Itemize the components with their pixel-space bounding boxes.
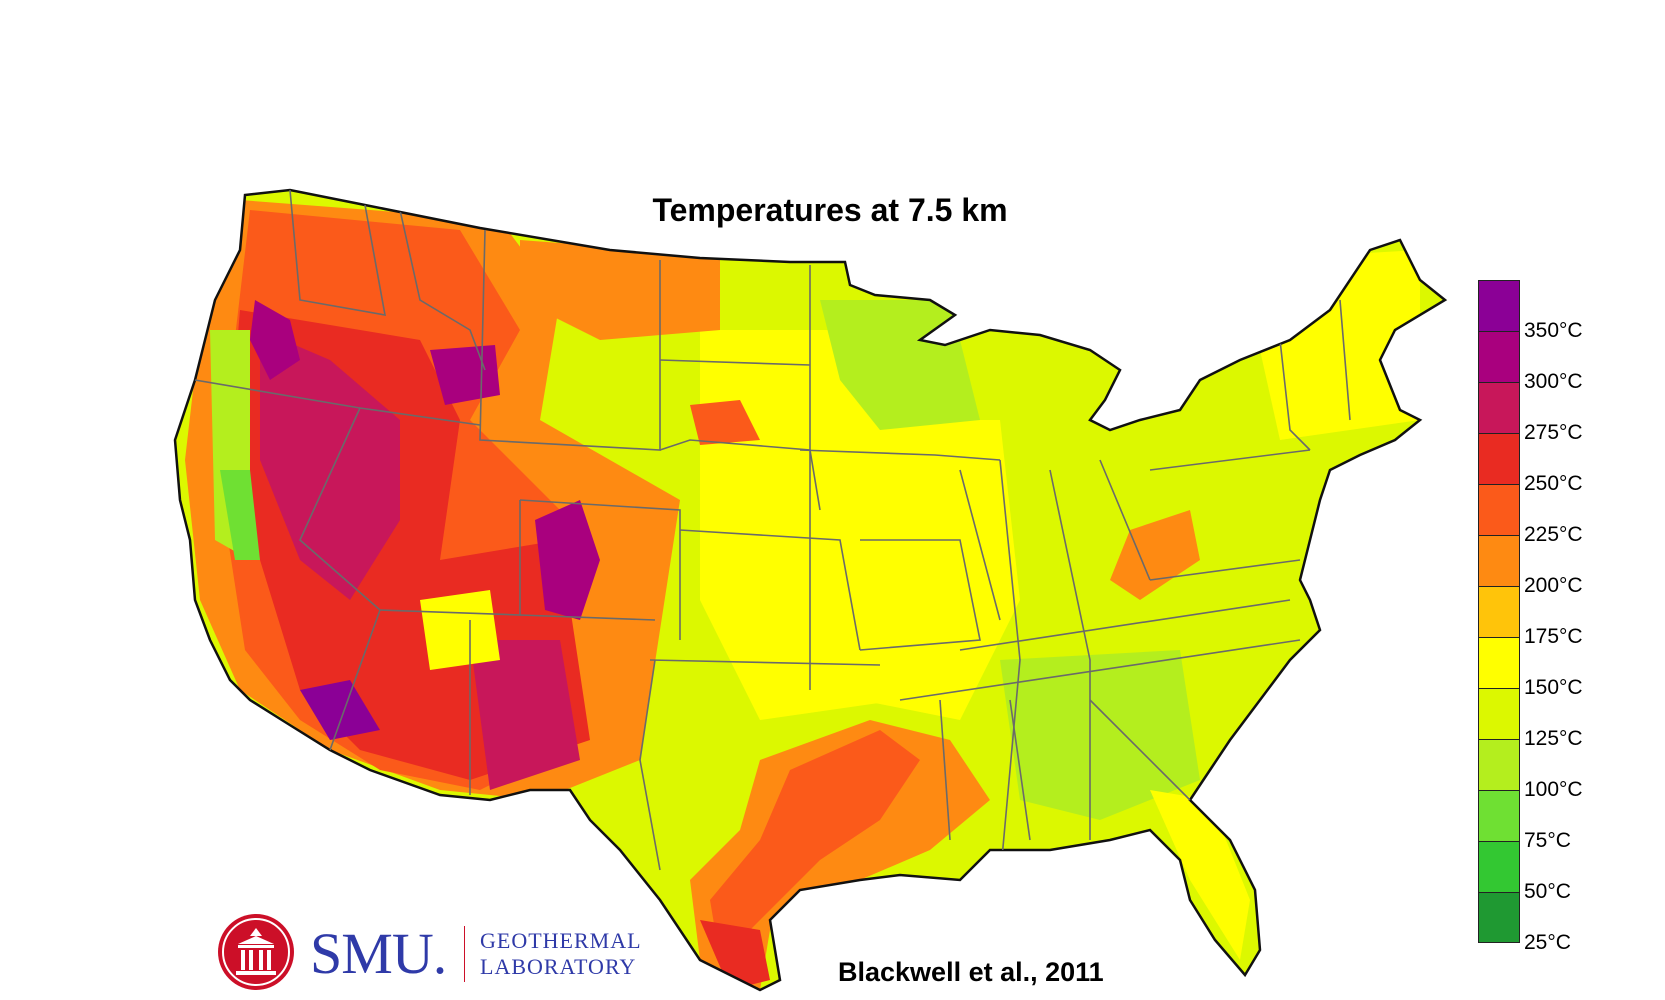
zone-socal-purple [300,680,380,740]
zone-sd-orange [690,400,760,445]
zone-northwest-purple [250,300,300,380]
legend-tick-label: 225°C [1524,523,1583,546]
legend-swatch [1478,280,1520,331]
legend-tick-label: 300°C [1524,370,1583,393]
map-title: Temperatures at 7.5 km [652,192,1008,228]
legend-swatch [1478,433,1520,484]
legend-tick-label: 100°C [1524,778,1583,801]
logo-department-line1: GEOTHERMAL [480,928,642,953]
zone-texas-tip-red [700,920,770,990]
legend-tick-label: 25°C [1524,931,1571,954]
legend-tick-label: 125°C [1524,727,1583,750]
legend-tick-label: 50°C [1524,880,1571,903]
legend-swatch [1478,790,1520,841]
logo-divider [464,926,465,982]
logo-department-line2: LABORATORY [480,954,637,979]
zone-central-valley-green [220,470,260,560]
legend-tick-label: 150°C [1524,676,1583,699]
legend-tick-label: 350°C [1524,319,1583,342]
legend-swatch [1478,586,1520,637]
smu-logo: SMU. GEOTHERMAL LABORATORY [218,914,641,992]
legend-tick-label: 275°C [1524,421,1583,444]
legend-tick-label: 175°C [1524,625,1583,648]
zone-southeast-green [1000,650,1200,820]
zone-colorado-purple [535,500,600,620]
zone-appalachian-orange [1110,510,1200,600]
legend-swatch [1478,382,1520,433]
citation: Blackwell et al., 2011 [838,957,1104,987]
legend-swatch [1478,739,1520,790]
us-outline [173,188,1448,992]
zone-central-yellow [860,420,1020,720]
legend-swatch [1478,484,1520,535]
zone-gulf-orange [690,720,990,990]
zone-gulf-red [710,730,920,960]
legend-swatch [1478,688,1520,739]
legend-swatch [1478,637,1520,688]
zone-utah-yellow [420,590,500,670]
smu-wordmark: SMU. [310,921,447,986]
zone-nm-red [470,640,580,790]
legend-tick-label: 75°C [1524,829,1571,852]
legend-tick-label: 200°C [1524,574,1583,597]
legend-swatch [1478,841,1520,892]
legend-swatch [1478,331,1520,382]
legend-swatch [1478,892,1520,943]
smu-seal-icon [218,914,294,990]
zone-florida-yellow [1150,790,1250,960]
legend-swatch [1478,535,1520,586]
logo-department: GEOTHERMAL LABORATORY [480,928,642,980]
state-borders [194,190,1351,881]
legend-tick-label: 250°C [1524,472,1583,495]
zone-montana-orange [520,240,720,340]
